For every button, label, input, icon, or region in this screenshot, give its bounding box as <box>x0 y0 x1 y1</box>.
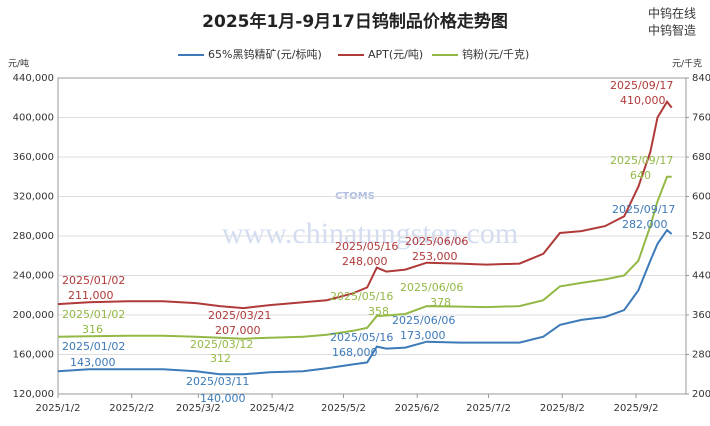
y2-tick-label: 680 <box>692 152 710 163</box>
y2-tick-label: 600 <box>692 192 710 203</box>
annotation-value: 143,000 <box>70 356 116 369</box>
annotation-date: 2025/09/17 <box>610 154 673 167</box>
y-axis-label: 元/吨 <box>8 58 29 70</box>
y2-tick-label: 360 <box>692 310 710 321</box>
x-tick-label: 2025/5/2 <box>321 403 366 414</box>
annotation-value: 173,000 <box>400 329 446 342</box>
brand: 中钨智造 <box>648 23 696 38</box>
y-tick-label: 240,000 <box>13 271 54 282</box>
x-tick-label: 2025/9/2 <box>614 403 659 414</box>
y-tick-label: 120,000 <box>13 389 54 400</box>
y2-axis-label: 元/千克 <box>672 59 702 70</box>
x-tick-label: 2025/4/2 <box>250 403 295 414</box>
annotation-value: 253,000 <box>412 250 458 263</box>
annotation-date: 2025/01/02 <box>62 308 125 321</box>
series-line <box>57 99 673 310</box>
y2-tick-label: 760 <box>692 113 710 124</box>
annotation-value: 316 <box>82 323 103 336</box>
annotation-value: 282,000 <box>622 218 668 231</box>
y2-tick-label: 440 <box>692 271 710 282</box>
annotation-date: 2025/03/11 <box>186 375 249 388</box>
annotation-date: 2025/05/16 <box>330 331 393 344</box>
annotation-date: 2025/01/02 <box>62 274 125 287</box>
y-tick-label: 280,000 <box>13 231 54 242</box>
y-tick-label: 360,000 <box>13 152 54 163</box>
annotation-value: 140,000 <box>200 392 246 405</box>
annotation-date: 2025/09/17 <box>610 79 673 92</box>
y-tick-label: 440,000 <box>13 73 54 84</box>
legend-label: 65%黑钨精矿(元/标吨) <box>208 47 322 61</box>
annotation-value: 168,000 <box>332 346 378 359</box>
plot-border <box>57 77 687 395</box>
legend-label: APT(元/吨) <box>368 48 423 61</box>
series-line <box>57 175 672 340</box>
annotation-date: 2025/06/06 <box>405 235 468 248</box>
series-line <box>57 228 673 376</box>
x-tick-label: 2025/1/2 <box>36 403 81 414</box>
annotation-date: 2025/05/16 <box>335 240 398 253</box>
x-tick-label: 2025/7/2 <box>466 403 511 414</box>
annotation-value: 248,000 <box>342 255 388 268</box>
y-tick-label: 400,000 <box>13 113 54 124</box>
x-tick-label: 2025/2/2 <box>109 403 154 414</box>
y2-tick-label: 280 <box>692 350 710 361</box>
annotation-value: 358 <box>368 305 389 318</box>
x-tick-label: 2025/3/2 <box>176 403 221 414</box>
annotation-date: 2025/03/12 <box>190 338 253 351</box>
legend-label: 钨粉(元/千克) <box>462 48 529 61</box>
annotation-date: 2025/09/17 <box>612 203 675 216</box>
y2-tick-label: 200 <box>692 389 710 400</box>
annotation-value: 640 <box>630 169 651 182</box>
annotation-date: 2025/06/06 <box>392 314 455 327</box>
annotation-value: 312 <box>210 352 231 365</box>
y2-tick-label: 520 <box>692 231 710 242</box>
annotation-date: 2025/06/06 <box>400 281 463 294</box>
chart-title: 2025年1月-9月17日钨制品价格走势图 <box>202 11 508 32</box>
annotation-value: 207,000 <box>215 324 261 337</box>
annotation-value: 211,000 <box>68 289 114 302</box>
y-tick-label: 200,000 <box>13 310 54 321</box>
y2-tick-label: 840 <box>692 73 710 84</box>
watermark: www.chinatungsten.com <box>222 217 518 250</box>
brand: 中钨在线 <box>648 6 696 21</box>
y-tick-label: 160,000 <box>13 350 54 361</box>
annotation-value: 378 <box>430 296 451 309</box>
annotation-date: 2025/03/21 <box>208 309 271 322</box>
x-tick-label: 2025/8/2 <box>540 403 585 414</box>
annotation-date: 2025/05/16 <box>330 290 393 303</box>
x-tick-label: 2025/6/2 <box>395 403 440 414</box>
annotation-date: 2025/01/02 <box>62 340 125 353</box>
y-tick-label: 320,000 <box>13 192 54 203</box>
annotation-value: 410,000 <box>620 94 666 107</box>
